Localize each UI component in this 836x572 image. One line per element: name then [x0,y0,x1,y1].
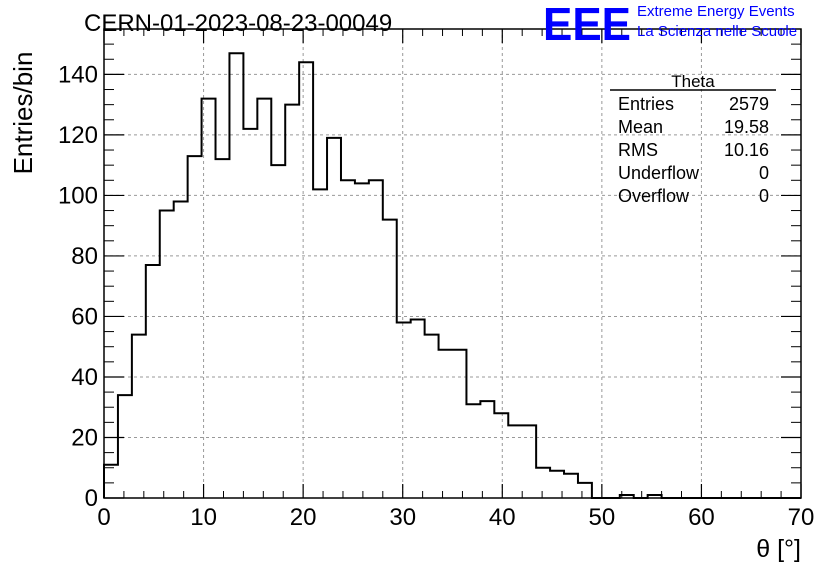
x-tick-label: 30 [389,504,416,531]
x-tick-label: 0 [97,504,110,531]
eee-logo-icon: EEE [543,0,631,44]
plot-frame [103,28,802,499]
grid-lines [104,29,801,498]
y-tick-label: 140 [58,61,98,88]
x-tick-label: 50 [589,504,616,531]
x-tick-label: 10 [190,504,217,531]
stats-row-value: 0 [759,186,769,206]
x-tick-label: 40 [489,504,516,531]
logo-mark: EEE [543,0,631,44]
y-tick-label: 100 [58,182,98,209]
stats-row-label: RMS [618,140,658,160]
y-tick-label: 60 [71,303,98,330]
x-axis-label: θ [°] [756,535,801,563]
y-tick-label: 40 [71,364,98,391]
tick-labels: 0 10 20 30 40 50 60 70 0 20 40 60 80 100 120 140 [58,61,814,531]
stats-title: Theta [671,72,715,91]
stats-row-label: Overflow [618,186,690,206]
histogram-step-line [103,52,801,499]
stats-row-value: 2579 [729,94,769,114]
logo-line-2: La Scienza nelle Scuole [637,23,798,40]
x-tick-label: 20 [290,504,317,531]
y-axis-label: Entries/bin [8,52,38,175]
y-tick-label: 20 [71,424,98,451]
stats-row-value: 19.58 [724,117,769,137]
y-tick-label: 80 [71,243,98,270]
chart-title: CERN-01-2023-08-23-00049 [84,10,392,37]
y-tick-label: 120 [58,122,98,149]
stats-row-label: Mean [618,117,663,137]
y-tick-label: 0 [85,485,98,512]
stats-row-value: 10.16 [724,140,769,160]
stats-row-label: Entries [618,94,674,114]
stats-row-label: Underflow [618,163,700,183]
stats-box: Theta Entries 2579 Mean 19.58 RMS 10.16 Underf… [610,72,776,206]
logo-caption: Extreme Energy Events La Scienza nelle S… [637,2,797,42]
stats-row-value: 0 [759,163,769,183]
stats-rows: Entries 2579 Mean 19.58 RMS 10.16 Underflow 0 Ov… [618,94,769,206]
x-tick-label: 70 [788,504,815,531]
x-tick-label: 60 [688,504,715,531]
logo-line-1: Extreme Energy Events [637,3,795,20]
